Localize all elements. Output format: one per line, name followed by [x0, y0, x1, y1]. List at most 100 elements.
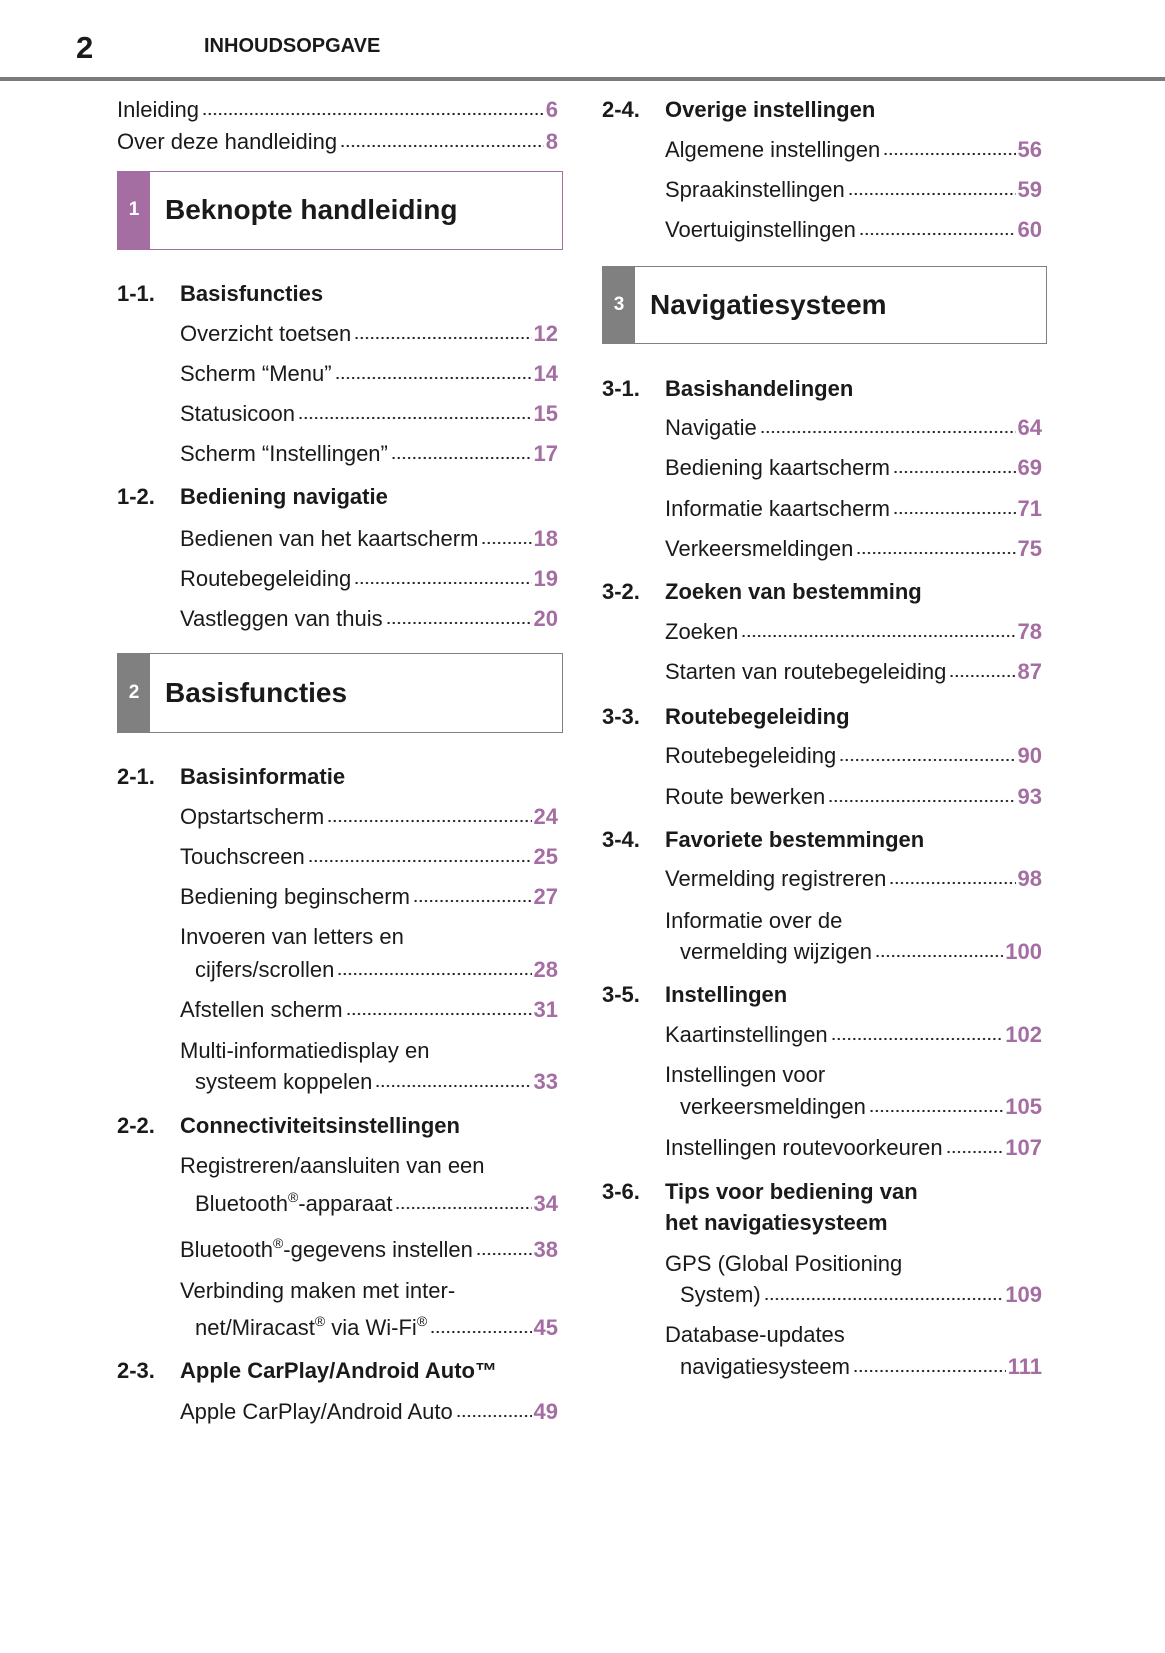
- entry-title: Overige instellingen: [665, 96, 876, 122]
- toc-entry[interactable]: GPS (Global Positioning: [665, 1249, 1042, 1279]
- toc-entry[interactable]: Verbinding maken met inter-: [180, 1276, 558, 1306]
- toc-entry[interactable]: Bedienen van het kaartscherm 18: [180, 524, 558, 554]
- page-reference[interactable]: 12: [533, 321, 558, 347]
- page-reference[interactable]: 75: [1017, 536, 1042, 562]
- toc-entry[interactable]: Voertuiginstellingen 60: [665, 215, 1042, 245]
- dot-leader: [839, 756, 1016, 763]
- page-reference[interactable]: 19: [533, 565, 558, 591]
- entry-title: Route bewerken: [665, 783, 826, 809]
- page-reference[interactable]: 31: [533, 996, 558, 1022]
- page-reference[interactable]: 18: [533, 525, 558, 551]
- toc-entry[interactable]: Bediening kaartscherm 69: [665, 453, 1042, 483]
- toc-entry[interactable]: systeem koppelen 33: [195, 1067, 558, 1097]
- page-reference[interactable]: 24: [533, 803, 558, 829]
- page-reference[interactable]: 49: [533, 1399, 558, 1425]
- toc-entry[interactable]: Opstartscherm 24: [180, 802, 558, 832]
- toc-entry[interactable]: Database-updates: [665, 1320, 1042, 1350]
- toc-entry[interactable]: Statusicoon 15: [180, 399, 558, 429]
- page-reference[interactable]: 60: [1017, 216, 1042, 242]
- toc-entry[interactable]: Zoeken 78: [665, 617, 1042, 647]
- page-reference[interactable]: 6: [545, 96, 558, 122]
- page-reference[interactable]: 27: [533, 883, 558, 909]
- toc-entry[interactable]: System) 109: [680, 1280, 1042, 1310]
- toc-entry[interactable]: Inleiding 6: [117, 95, 558, 125]
- toc-entry[interactable]: Verkeersmeldingen 75: [665, 534, 1042, 564]
- toc-entry[interactable]: Invoeren van letters en: [180, 922, 558, 952]
- toc-entry[interactable]: Vastleggen van thuis 20: [180, 604, 558, 634]
- toc-entry[interactable]: Routebegeleiding 19: [180, 564, 558, 594]
- toc-entry[interactable]: Bluetooth®-gegevens instellen 38: [180, 1235, 558, 1265]
- dot-leader: [949, 673, 1016, 680]
- page-reference[interactable]: 93: [1017, 783, 1042, 809]
- toc-entry[interactable]: navigatiesysteem 111: [680, 1352, 1042, 1382]
- page-reference[interactable]: 14: [533, 361, 558, 387]
- page-reference[interactable]: 102: [1005, 1022, 1042, 1048]
- page-reference[interactable]: 107: [1005, 1134, 1042, 1160]
- page-reference[interactable]: 87: [1017, 659, 1042, 685]
- dot-leader: [390, 455, 532, 462]
- toc-entry[interactable]: cijfers/scrollen 28: [195, 955, 558, 985]
- page-reference[interactable]: 17: [533, 441, 558, 467]
- page-reference[interactable]: 25: [533, 843, 558, 869]
- entry-title: Routebegeleiding: [665, 703, 850, 729]
- toc-entry[interactable]: net/Miracast® via Wi-Fi® 45: [195, 1313, 558, 1343]
- toc-entry[interactable]: Starten van routebegeleiding 87: [665, 657, 1042, 687]
- page-reference[interactable]: 34: [533, 1190, 558, 1216]
- toc-entry[interactable]: Vermelding registreren 98: [665, 864, 1042, 894]
- chapter-heading-1[interactable]: 1 Beknopte handleiding: [117, 170, 563, 250]
- page-reference[interactable]: 64: [1017, 414, 1042, 440]
- toc-entry[interactable]: Instellingen routevoorkeuren 107: [665, 1133, 1042, 1163]
- page-reference[interactable]: 8: [545, 129, 558, 155]
- page-reference[interactable]: 69: [1017, 454, 1042, 480]
- toc-entry[interactable]: Multi-informatiedisplay en: [180, 1036, 558, 1066]
- toc-entry[interactable]: Informatie kaartscherm 71: [665, 494, 1042, 524]
- page-reference[interactable]: 15: [533, 401, 558, 427]
- page-reference[interactable]: 28: [533, 956, 558, 982]
- page-reference[interactable]: 111: [1007, 1354, 1042, 1380]
- toc-entry[interactable]: Scherm “Instellingen” 17: [180, 439, 558, 469]
- toc-entry[interactable]: Instellingen voor: [665, 1060, 1042, 1090]
- toc-entry[interactable]: Informatie over de: [665, 906, 1042, 936]
- page-reference[interactable]: 98: [1017, 866, 1042, 892]
- page-reference[interactable]: 90: [1017, 742, 1042, 768]
- toc-entry[interactable]: Over deze handleiding 8: [117, 127, 558, 157]
- chapter-number-tab: 3: [603, 266, 635, 343]
- toc-entry[interactable]: Navigatie 64: [665, 413, 1042, 443]
- section-number: 3-3.: [602, 703, 640, 729]
- dot-leader: [475, 1251, 532, 1258]
- entry-title: navigatiesysteem: [680, 1354, 850, 1380]
- page-reference[interactable]: 33: [533, 1069, 558, 1095]
- chapter-number-tab: 1: [118, 171, 150, 249]
- toc-entry[interactable]: vermelding wijzigen 100: [680, 937, 1042, 967]
- page-reference[interactable]: 38: [533, 1237, 558, 1263]
- toc-entry[interactable]: Scherm “Menu” 14: [180, 359, 558, 389]
- toc-entry[interactable]: Routebegeleiding 90: [665, 741, 1042, 771]
- toc-entry[interactable]: verkeersmeldingen 105: [680, 1092, 1042, 1122]
- page-reference[interactable]: 59: [1017, 176, 1042, 202]
- toc-entry[interactable]: Kaartinstellingen 102: [665, 1020, 1042, 1050]
- chapter-heading-2[interactable]: 2 Basisfuncties: [117, 653, 563, 733]
- toc-entry[interactable]: Registreren/aansluiten van een: [180, 1151, 558, 1181]
- toc-entry[interactable]: Touchscreen 25: [180, 842, 558, 872]
- page-reference[interactable]: 100: [1005, 938, 1042, 964]
- page-reference[interactable]: 71: [1017, 496, 1042, 522]
- chapter-heading-3[interactable]: 3 Navigatiesysteem: [602, 265, 1047, 344]
- toc-entry[interactable]: Bluetooth®-apparaat 34: [195, 1189, 558, 1219]
- toc-entry[interactable]: Route bewerken 93: [665, 782, 1042, 812]
- page-reference[interactable]: 109: [1005, 1282, 1042, 1308]
- section-number: 1-2.: [117, 484, 155, 510]
- toc-entry[interactable]: Algemene instellingen 56: [665, 135, 1042, 165]
- page-reference[interactable]: 105: [1005, 1093, 1042, 1119]
- page-reference[interactable]: 45: [533, 1315, 558, 1341]
- toc-entry[interactable]: Overzicht toetsen 12: [180, 319, 558, 349]
- toc-entry[interactable]: Afstellen scherm 31: [180, 995, 558, 1025]
- toc-entry[interactable]: Bediening beginscherm 27: [180, 882, 558, 912]
- page-reference[interactable]: 56: [1017, 136, 1042, 162]
- toc-entry[interactable]: Apple CarPlay/Android Auto 49: [180, 1397, 558, 1427]
- section-number: 3-2.: [602, 579, 640, 605]
- page-reference[interactable]: 20: [533, 605, 558, 631]
- toc-entry[interactable]: Spraakinstellingen 59: [665, 175, 1042, 205]
- section-heading: 3-4. Favoriete bestemmingen: [602, 825, 924, 855]
- page-reference[interactable]: 78: [1017, 619, 1042, 645]
- entry-title: Overzicht toetsen: [180, 321, 352, 347]
